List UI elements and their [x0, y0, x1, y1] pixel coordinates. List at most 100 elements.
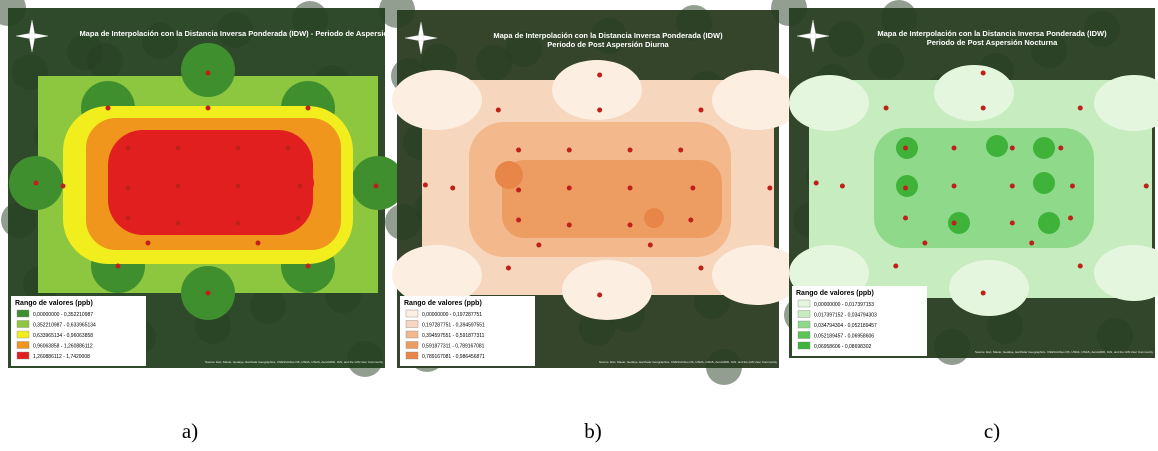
sample-point [627, 185, 633, 191]
sample-point [980, 290, 986, 296]
sample-point [893, 263, 899, 269]
legend-title: Rango de valores (ppb) [796, 290, 874, 297]
sample-point [422, 182, 428, 188]
interpolation-zone [896, 175, 918, 197]
sample-point [902, 215, 908, 221]
vegetation [868, 43, 904, 79]
interpolation-zone [874, 128, 1094, 248]
sample-point [33, 180, 39, 186]
sample-point [105, 105, 111, 111]
legend-label: 0,00000000 - 0,352210987 [33, 312, 93, 318]
sample-point [516, 147, 522, 153]
sample-point [902, 185, 908, 191]
vegetation [1, 202, 37, 238]
vegetation [0, 0, 26, 26]
legend-label: 0,591877311 - 0,789167081 [422, 344, 485, 350]
sample-point [902, 145, 908, 151]
sample-point [566, 185, 572, 191]
sample-point [495, 107, 501, 113]
sample-point [175, 145, 181, 151]
sample-point [125, 185, 131, 191]
sample-point [305, 263, 311, 269]
legend-swatch [16, 351, 30, 360]
sample-point [295, 215, 301, 221]
caption: b) [584, 419, 602, 443]
legend-label: 1,260886112 - 1,7420008 [33, 354, 90, 360]
sample-point [305, 105, 311, 111]
interpolation-zone [1033, 172, 1055, 194]
legend-swatch [16, 341, 30, 349]
legend: Rango de valores (ppb) 0,00000000 - 0,352… [11, 296, 146, 366]
map-title: Periodo de Post Aspersión Diurna [547, 40, 669, 49]
attribution: Source: Esri, Maxar, GeoEye, Earthstar G… [975, 350, 1154, 354]
sample-point [450, 185, 456, 191]
north-arrow [404, 21, 438, 55]
sample-point [205, 70, 211, 76]
vegetation [67, 34, 103, 70]
sample-point [1077, 263, 1083, 269]
interpolation-zone [495, 161, 523, 189]
sample-point [883, 105, 889, 111]
sample-point [951, 220, 957, 226]
sample-point [627, 222, 633, 228]
sample-point [1068, 215, 1074, 221]
sample-point [297, 183, 303, 189]
sample-point [175, 183, 181, 189]
sample-point [951, 145, 957, 151]
caption: c) [984, 419, 1000, 443]
sample-point [688, 217, 694, 223]
sample-point [145, 240, 151, 246]
legend-swatch [405, 320, 419, 328]
sample-point [922, 240, 928, 246]
sample-point [690, 185, 696, 191]
interpolation-zone [1094, 75, 1158, 131]
sample-point [980, 105, 986, 111]
interpolation-zone [1094, 245, 1158, 301]
sample-point [1029, 240, 1035, 246]
sample-point [951, 183, 957, 189]
interpolation-zone [181, 43, 235, 97]
sample-point [175, 220, 181, 226]
sample-point [255, 240, 261, 246]
sample-point [1077, 105, 1083, 111]
sample-point [115, 263, 121, 269]
interpolation-zone [552, 60, 642, 120]
vegetation [706, 349, 742, 385]
interpolation-zone [108, 130, 313, 235]
sample-point [125, 145, 131, 151]
legend-label: 0,017397152 - 0,034794303 [814, 313, 877, 319]
interpolation-zone [392, 245, 482, 305]
vegetation [1031, 32, 1067, 68]
sample-point [1009, 183, 1015, 189]
legend: Rango de valores (ppb) 0,00000000 - 0,197… [400, 296, 535, 366]
legend-swatch [797, 331, 811, 339]
vegetation [385, 204, 421, 240]
legend-label: 0,034794304 - 0,052189457 [814, 323, 877, 329]
map-panel: Mapa de Interpolación con la Distancia I… [0, 0, 405, 377]
map-title: Periodo de Post Aspersión Nocturna [927, 38, 1058, 47]
vegetation [676, 5, 712, 41]
vegetation [771, 0, 807, 26]
sample-point [285, 145, 291, 151]
interpolation-zone [351, 156, 405, 210]
sample-point [235, 145, 241, 151]
legend-label: 0,197287751 - 0,394597551 [422, 323, 485, 329]
vegetation [1084, 11, 1120, 47]
sample-point [627, 147, 633, 153]
sample-point [678, 147, 684, 153]
interpolation-zone [502, 160, 722, 238]
map-title: Mapa de Interpolación con la Distancia I… [877, 29, 1107, 38]
vegetation [476, 45, 512, 81]
legend-swatch [797, 310, 811, 318]
legend-label: 0,052189457 - 0,06958606 [814, 334, 874, 340]
legend-swatch [797, 341, 811, 350]
sample-point [1069, 183, 1075, 189]
interpolation-zone [789, 75, 869, 131]
legend-label: 0,789167081 - 0,986456871 [422, 354, 485, 360]
vegetation [934, 329, 970, 365]
sample-point [536, 242, 542, 248]
sample-point [698, 107, 704, 113]
attribution: Source: Esri, Maxar, GeoEye, Earthstar G… [205, 360, 384, 364]
interpolation-zone [986, 135, 1008, 157]
caption: a) [182, 419, 198, 443]
